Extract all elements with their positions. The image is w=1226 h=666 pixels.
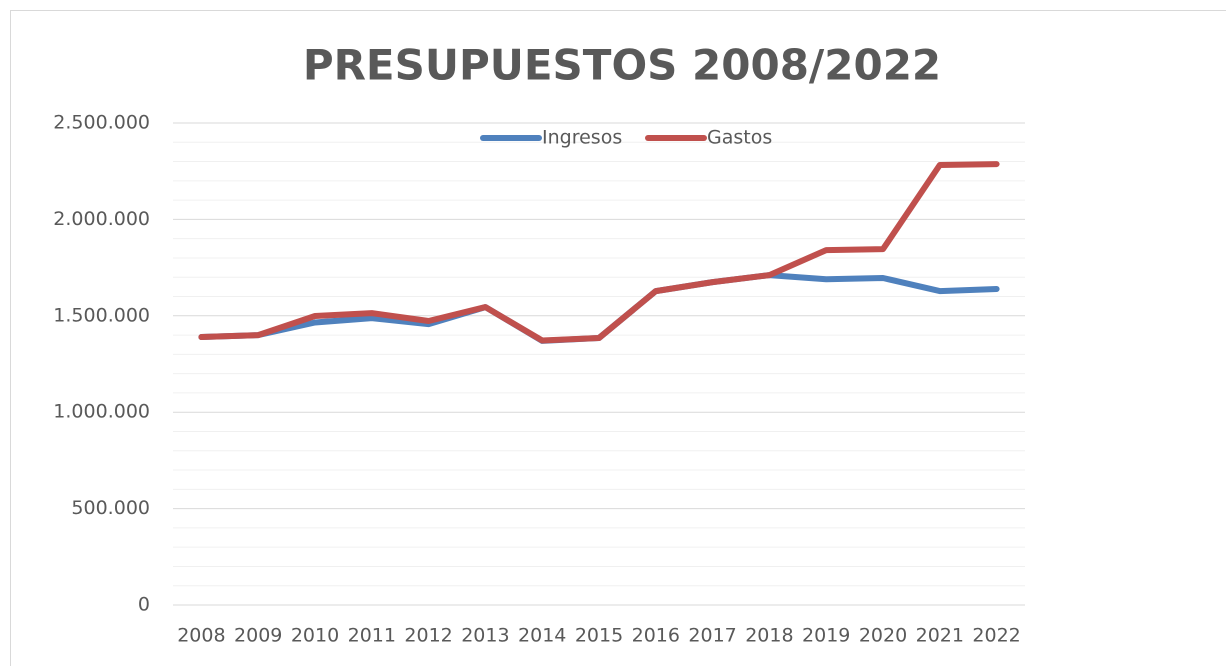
line-series: [198, 161, 1000, 344]
legend-label: Gastos: [707, 127, 772, 149]
y-tick-label: 500.000: [71, 497, 150, 519]
x-tick-label: 2012: [404, 625, 452, 647]
x-tick-label: 2014: [518, 625, 566, 647]
y-tick-label: 0: [138, 594, 150, 616]
x-tick-label: 2008: [177, 625, 225, 647]
x-tick-label: 2019: [802, 625, 850, 647]
x-tick-label: 2010: [291, 625, 339, 647]
y-tick-label: 2.000.000: [53, 208, 150, 230]
x-tick-label: 2018: [745, 625, 793, 647]
x-tick-label: 2011: [348, 625, 396, 647]
x-tick-label: 2015: [575, 625, 623, 647]
x-tick-label: 2022: [972, 625, 1020, 647]
chart-title: PRESUPUESTOS 2008/2022: [303, 41, 941, 90]
x-tick-label: 2009: [234, 625, 282, 647]
line-series: [198, 272, 1000, 344]
x-tick-label: 2016: [632, 625, 680, 647]
y-tick-label: 1.000.000: [53, 401, 150, 423]
x-tick-label: 2017: [688, 625, 736, 647]
y-tick-label: 2.500.000: [53, 112, 150, 134]
x-tick-label: 2020: [859, 625, 907, 647]
x-tick-label: 2021: [916, 625, 964, 647]
chart-frame: [10, 10, 1226, 666]
x-tick-label: 2013: [461, 625, 509, 647]
y-tick-label: 1.500.000: [53, 304, 150, 326]
legend-label: Ingresos: [542, 127, 622, 149]
